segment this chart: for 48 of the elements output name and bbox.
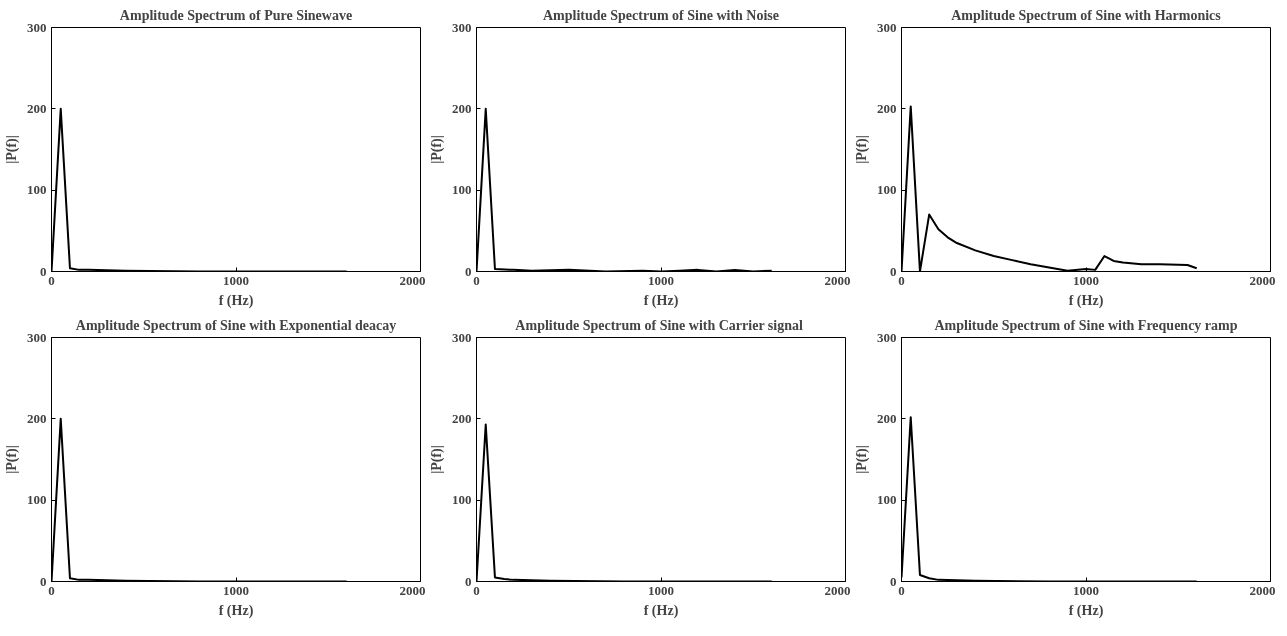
- x-axis-title: f (Hz): [643, 292, 679, 309]
- x-axis-title: f (Hz): [218, 292, 254, 309]
- x-tick-label: 1000: [648, 272, 674, 288]
- y-tick-label: 100: [452, 492, 472, 508]
- y-tick-label: 100: [877, 492, 897, 508]
- y-tick-label: 200: [452, 100, 472, 116]
- chart-title: Amplitude Spectrum of Sine with Harmonics: [951, 7, 1222, 23]
- y-tick-label: 300: [452, 329, 472, 345]
- x-tick-label: 2000: [399, 272, 426, 288]
- x-tick-label: 1000: [1073, 272, 1099, 288]
- x-tick-label: 1000: [1073, 582, 1099, 598]
- x-tick-label: 1000: [648, 582, 674, 598]
- y-tick-label: 100: [452, 182, 472, 198]
- y-tick-label: 300: [27, 19, 47, 35]
- chart-title: Amplitude Spectrum of Sine with Frequency ramp: [934, 317, 1238, 333]
- x-axis-title: f (Hz): [1068, 602, 1104, 619]
- y-tick-label: 300: [452, 19, 472, 35]
- x-tick-label: 2000: [824, 582, 851, 598]
- y-axis-title: |P(f)|: [854, 135, 870, 164]
- y-tick-label: 200: [877, 100, 897, 116]
- y-axis-title: |P(f)|: [854, 445, 870, 474]
- chart-title: Amplitude Spectrum of Sine with Noise: [542, 7, 780, 23]
- y-axis-title: |P(f)|: [4, 135, 20, 164]
- y-tick-label: 300: [877, 329, 897, 345]
- x-tick-label: 2000: [824, 272, 851, 288]
- x-tick-label: 2000: [1249, 582, 1276, 598]
- x-tick-label: 2000: [399, 582, 426, 598]
- y-axis-title: |P(f)|: [429, 445, 445, 474]
- y-axis-title: |P(f)|: [4, 445, 20, 474]
- y-tick-label: 200: [27, 100, 47, 116]
- x-tick-label: 2000: [1249, 272, 1276, 288]
- y-tick-label: 300: [877, 19, 897, 35]
- y-tick-label: 100: [877, 182, 897, 198]
- x-tick-label: 1000: [223, 272, 249, 288]
- y-tick-label: 200: [452, 410, 472, 426]
- x-axis-title: f (Hz): [1068, 292, 1104, 309]
- y-tick-label: 200: [27, 410, 47, 426]
- chart-title: Amplitude Spectrum of Sine with Carrier signal: [515, 317, 803, 333]
- y-tick-label: 100: [27, 492, 47, 508]
- x-tick-label: 1000: [223, 582, 249, 598]
- y-tick-label: 100: [27, 182, 47, 198]
- chart-title: Amplitude Spectrum of Pure Sinewave: [119, 7, 353, 23]
- y-axis-title: |P(f)|: [429, 135, 445, 164]
- y-tick-label: 200: [877, 410, 897, 426]
- x-axis-title: f (Hz): [643, 602, 679, 619]
- y-tick-label: 300: [27, 329, 47, 345]
- chart-title: Amplitude Spectrum of Sine with Exponential deacay: [75, 317, 397, 333]
- x-axis-title: f (Hz): [218, 602, 254, 619]
